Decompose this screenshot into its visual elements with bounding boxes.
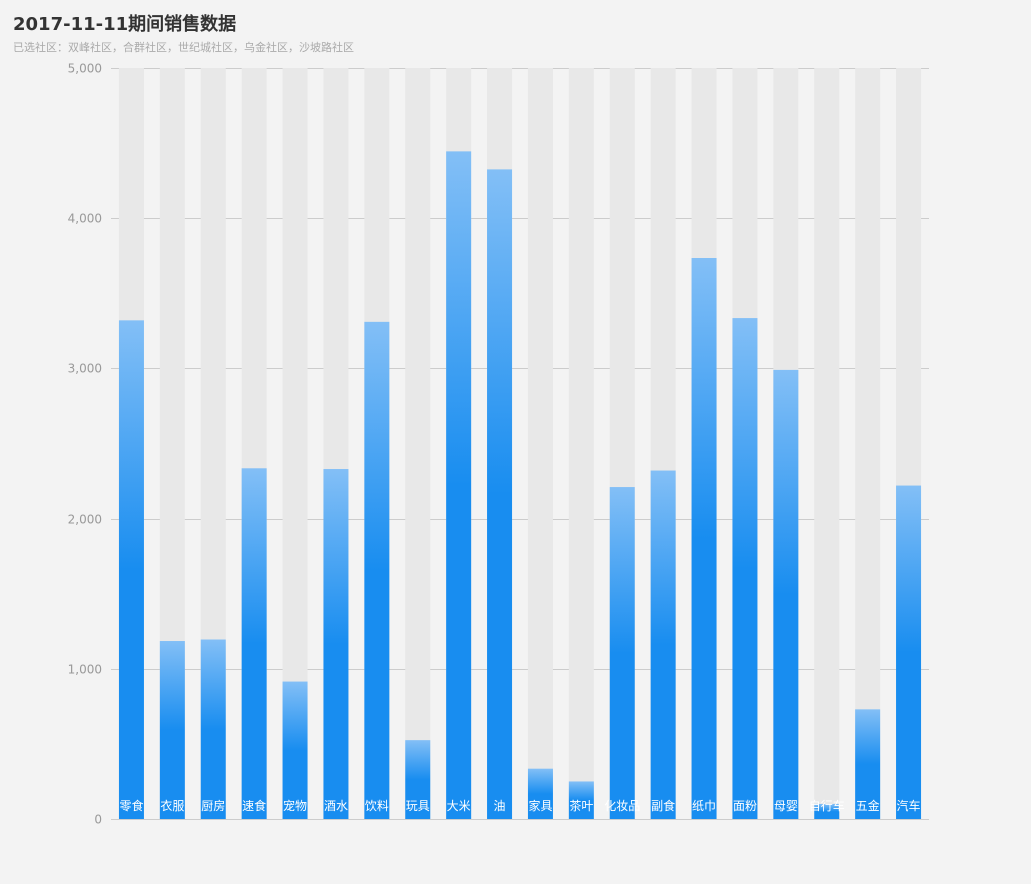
- category-label: 汽车: [897, 798, 921, 813]
- bar: [159, 641, 185, 819]
- bar: [118, 320, 144, 819]
- bar: [732, 318, 758, 819]
- bar: [527, 768, 553, 819]
- bar: [773, 369, 799, 819]
- bar: [282, 681, 308, 819]
- category-label: 宠物: [283, 798, 307, 813]
- bar: [650, 470, 676, 819]
- category-label: 五金: [856, 798, 880, 813]
- category-label: 茶叶: [569, 798, 593, 813]
- category-label: 化妆品: [604, 799, 640, 813]
- category-label: 速食: [242, 798, 266, 813]
- bar-background: [814, 68, 840, 819]
- bar: [855, 709, 881, 819]
- bar-background: [855, 68, 881, 819]
- category-label: 家具: [528, 798, 552, 813]
- chart-subtitle: 已选社区：双峰社区，合群社区，世纪城社区，乌金社区，沙坡路社区: [13, 41, 354, 54]
- category-label: 自行车: [809, 798, 845, 813]
- y-tick-label: 3,000: [68, 362, 102, 376]
- category-label: 衣服: [160, 798, 184, 813]
- y-tick-label: 2,000: [68, 513, 102, 527]
- bar-background: [405, 68, 431, 819]
- category-label: 饮料: [365, 799, 389, 813]
- category-label: 零食: [119, 798, 143, 813]
- category-label: 大米: [447, 799, 471, 813]
- category-label: 酒水: [324, 799, 348, 813]
- bar-background: [568, 68, 594, 819]
- bar: [200, 639, 226, 819]
- bar: [405, 740, 431, 819]
- bar: [814, 803, 840, 819]
- bar: [446, 151, 472, 820]
- bar: [323, 469, 349, 819]
- bar: [364, 321, 390, 819]
- y-tick-label: 0: [94, 813, 102, 827]
- bar: [487, 169, 513, 819]
- y-tick-label: 1,000: [68, 663, 102, 677]
- category-label: 副食: [651, 798, 675, 813]
- bar: [691, 258, 717, 819]
- y-tick-label: 4,000: [68, 212, 102, 226]
- category-label: 玩具: [406, 799, 430, 813]
- category-label: 油: [494, 799, 506, 813]
- category-label: 纸巾: [692, 799, 716, 813]
- bar: [609, 487, 635, 819]
- chart-title: 2017-11-11期间销售数据: [13, 14, 237, 35]
- category-label: 母婴: [774, 799, 798, 813]
- bar: [568, 781, 594, 819]
- y-tick-label: 5,000: [68, 62, 102, 76]
- category-label: 面粉: [733, 799, 757, 813]
- bar: [896, 485, 922, 819]
- category-label: 厨房: [201, 798, 225, 813]
- bar-background: [527, 68, 553, 819]
- bar: [241, 468, 267, 819]
